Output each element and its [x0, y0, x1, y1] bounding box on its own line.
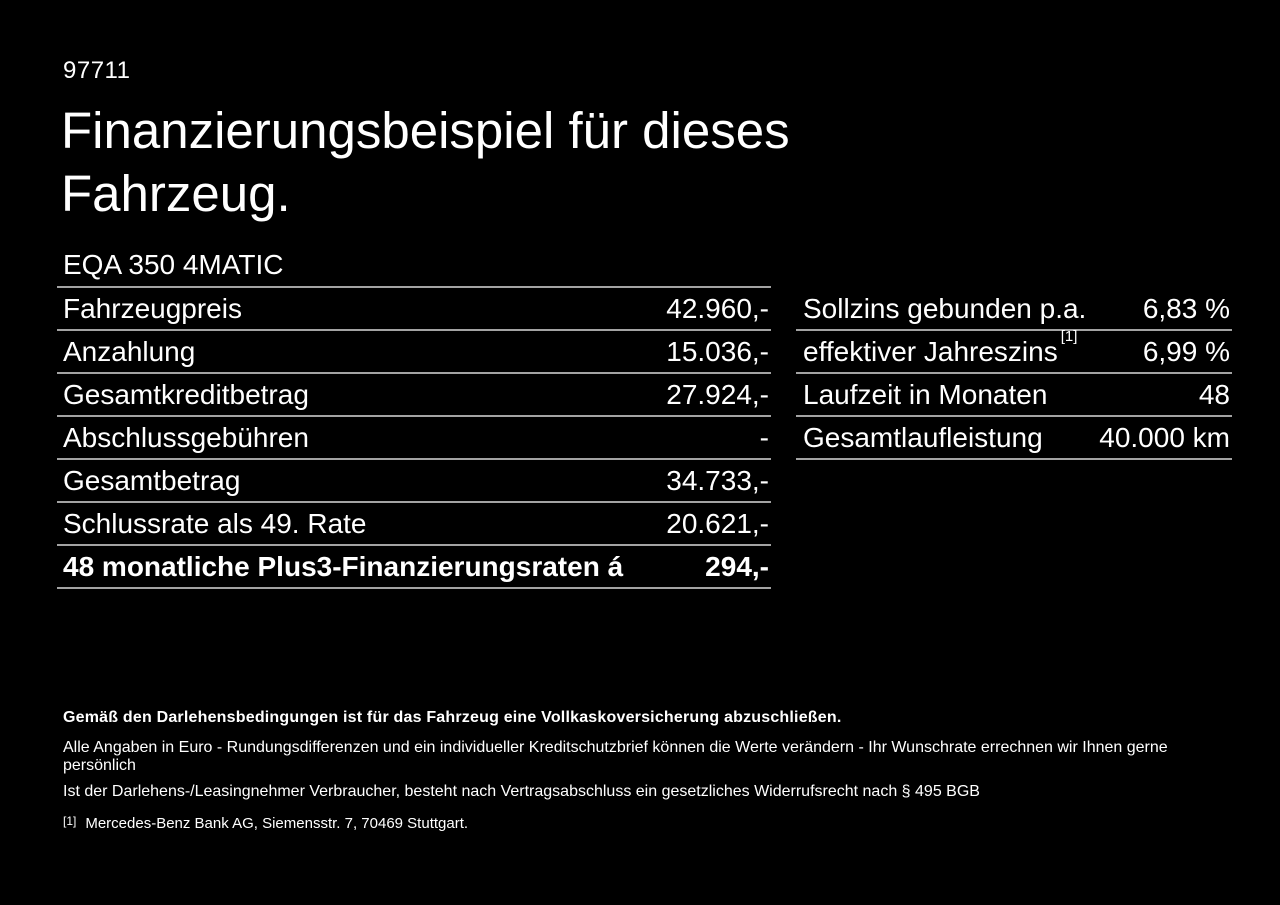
row-label: Gesamtbetrag	[63, 464, 241, 496]
footnote-text: Mercedes-Benz Bank AG, Siemensstr. 7, 70…	[85, 815, 469, 832]
page-title-line-1: Finanzierungsbeispiel für dieses	[61, 102, 790, 159]
row-label: Sollzins gebunden p.a.	[803, 292, 1087, 324]
disclaimer-insurance: Gemäß den Darlehensbedingungen ist für d…	[63, 709, 842, 726]
row-value: 6,99 %	[1142, 335, 1230, 367]
row-label: Gesamtlaufleistung	[803, 421, 1043, 453]
row-value: 20.621,-	[666, 507, 769, 539]
row-value: 48	[1198, 378, 1230, 410]
row-label: Laufzeit in Monaten	[803, 378, 1048, 410]
footnote: [1] Mercedes-Benz Bank AG, Siemensstr. 7,…	[63, 814, 1233, 832]
disclaimer-rounding: Alle Angaben in Euro - Rundungsdifferenz…	[63, 739, 1168, 774]
document-number: 97711	[63, 57, 131, 84]
financing-table: Fahrzeugpreis 42.960,- Anzahlung 15.036,…	[57, 286, 771, 589]
row-label: 48 monatliche Plus3-Finanzierungsraten á	[63, 550, 624, 582]
table-row-fahrzeugpreis: Fahrzeugpreis 42.960,-	[57, 288, 771, 331]
row-value: 294,-	[705, 550, 769, 582]
footnote-marker: [1]	[63, 814, 77, 828]
table-row-laufzeit: Laufzeit in Monaten 48	[796, 374, 1232, 417]
row-label: Gesamtkreditbetrag	[63, 378, 309, 410]
table-row-schlussrate: Schlussrate als 49. Rate 20.621,-	[57, 503, 771, 546]
page-title: Finanzierungsbeispiel für dieses Fahrzeu…	[61, 99, 790, 225]
footnote-reference: [1]	[1060, 328, 1078, 346]
footer-disclaimer: Gemäß den Darlehensbedingungen ist für d…	[63, 709, 1233, 832]
table-row-gesamtlaufleistung: Gesamtlaufleistung 40.000 km	[796, 417, 1232, 460]
table-row-effektiver-jahreszins: effektiver Jahreszins [1] 6,99 %	[796, 329, 1232, 374]
row-label: Fahrzeugpreis	[63, 292, 242, 324]
table-row-monatsrate: 48 monatliche Plus3-Finanzierungsraten á…	[57, 546, 771, 589]
row-value: -	[759, 421, 769, 453]
disclaimer-withdrawal: Ist der Darlehens-/Leasingnehmer Verbrau…	[63, 783, 980, 800]
row-value: 42.960,-	[666, 292, 769, 324]
row-value: 27.924,-	[666, 378, 769, 410]
row-label: Schlussrate als 49. Rate	[63, 507, 367, 539]
conditions-table: Sollzins gebunden p.a. 6,83 % effektiver…	[796, 288, 1232, 460]
row-label: effektiver Jahreszins [1]	[796, 329, 1077, 368]
table-row-abschlussgebuehren: Abschlussgebühren -	[57, 417, 771, 460]
vehicle-model: EQA 350 4MATIC	[63, 249, 284, 280]
row-value: 40.000 km	[1099, 421, 1230, 453]
row-label-text: effektiver Jahreszins	[803, 335, 1058, 367]
row-value: 15.036,-	[666, 335, 769, 367]
table-row-gesamtbetrag: Gesamtbetrag 34.733,-	[57, 460, 771, 503]
page-title-line-2: Fahrzeug.	[61, 165, 291, 222]
row-label: Abschlussgebühren	[63, 421, 309, 453]
row-value: 34.733,-	[666, 464, 769, 496]
table-row-gesamtkreditbetrag: Gesamtkreditbetrag 27.924,-	[57, 374, 771, 417]
row-label: Anzahlung	[63, 335, 196, 367]
table-row-sollzins: Sollzins gebunden p.a. 6,83 %	[796, 288, 1232, 331]
table-row-anzahlung: Anzahlung 15.036,-	[57, 331, 771, 374]
row-value: 6,83 %	[1142, 292, 1230, 324]
